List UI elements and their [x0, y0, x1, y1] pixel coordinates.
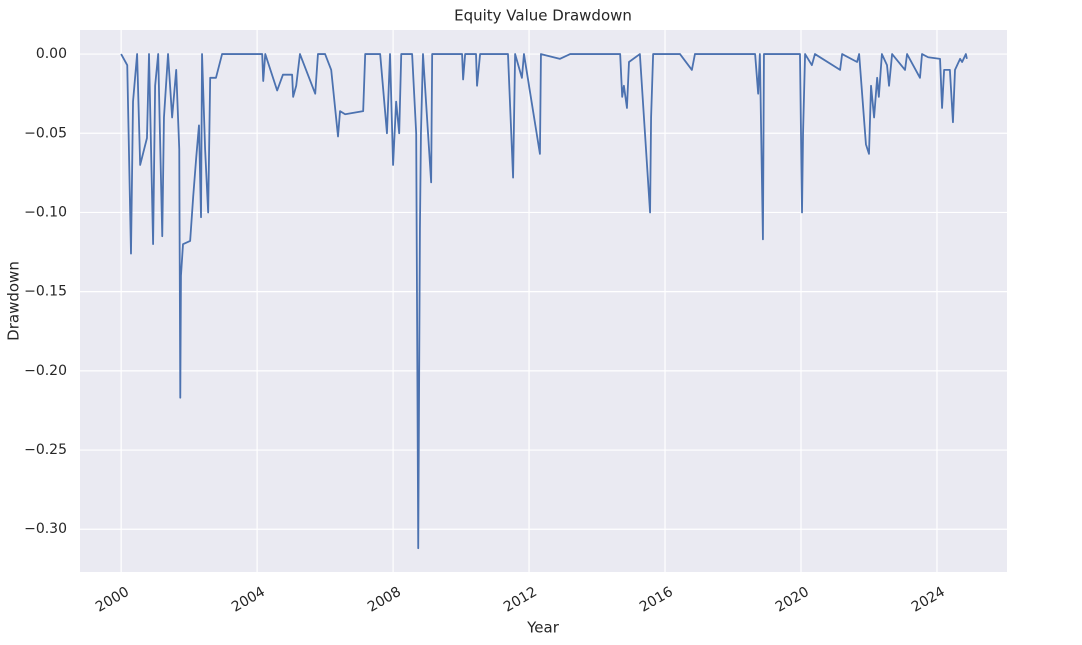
y-tick-label: −0.15 [24, 284, 67, 300]
x-tick-label: 2000 [93, 584, 132, 616]
plot-area [80, 30, 1007, 572]
x-tick-label: 2012 [501, 584, 540, 616]
y-axis-label: Drawdown [5, 261, 23, 341]
y-tick-label: −0.20 [24, 363, 67, 379]
y-tick-label: 0.00 [36, 46, 67, 62]
drawdown-line [120, 53, 968, 550]
x-tick-label: 2016 [637, 584, 676, 616]
x-tick-label: 2008 [365, 584, 404, 616]
x-axis-label: Year [526, 619, 560, 637]
y-tick-label: −0.10 [24, 204, 67, 220]
x-tick-label: 2024 [909, 584, 948, 616]
y-tick-label: −0.30 [24, 521, 67, 537]
y-tick-label: −0.25 [24, 442, 67, 458]
y-tick-label: −0.05 [24, 125, 67, 141]
x-tick-label: 2020 [773, 584, 812, 616]
chart-title: Equity Value Drawdown [454, 7, 632, 25]
x-tick-label: 2004 [229, 584, 268, 616]
